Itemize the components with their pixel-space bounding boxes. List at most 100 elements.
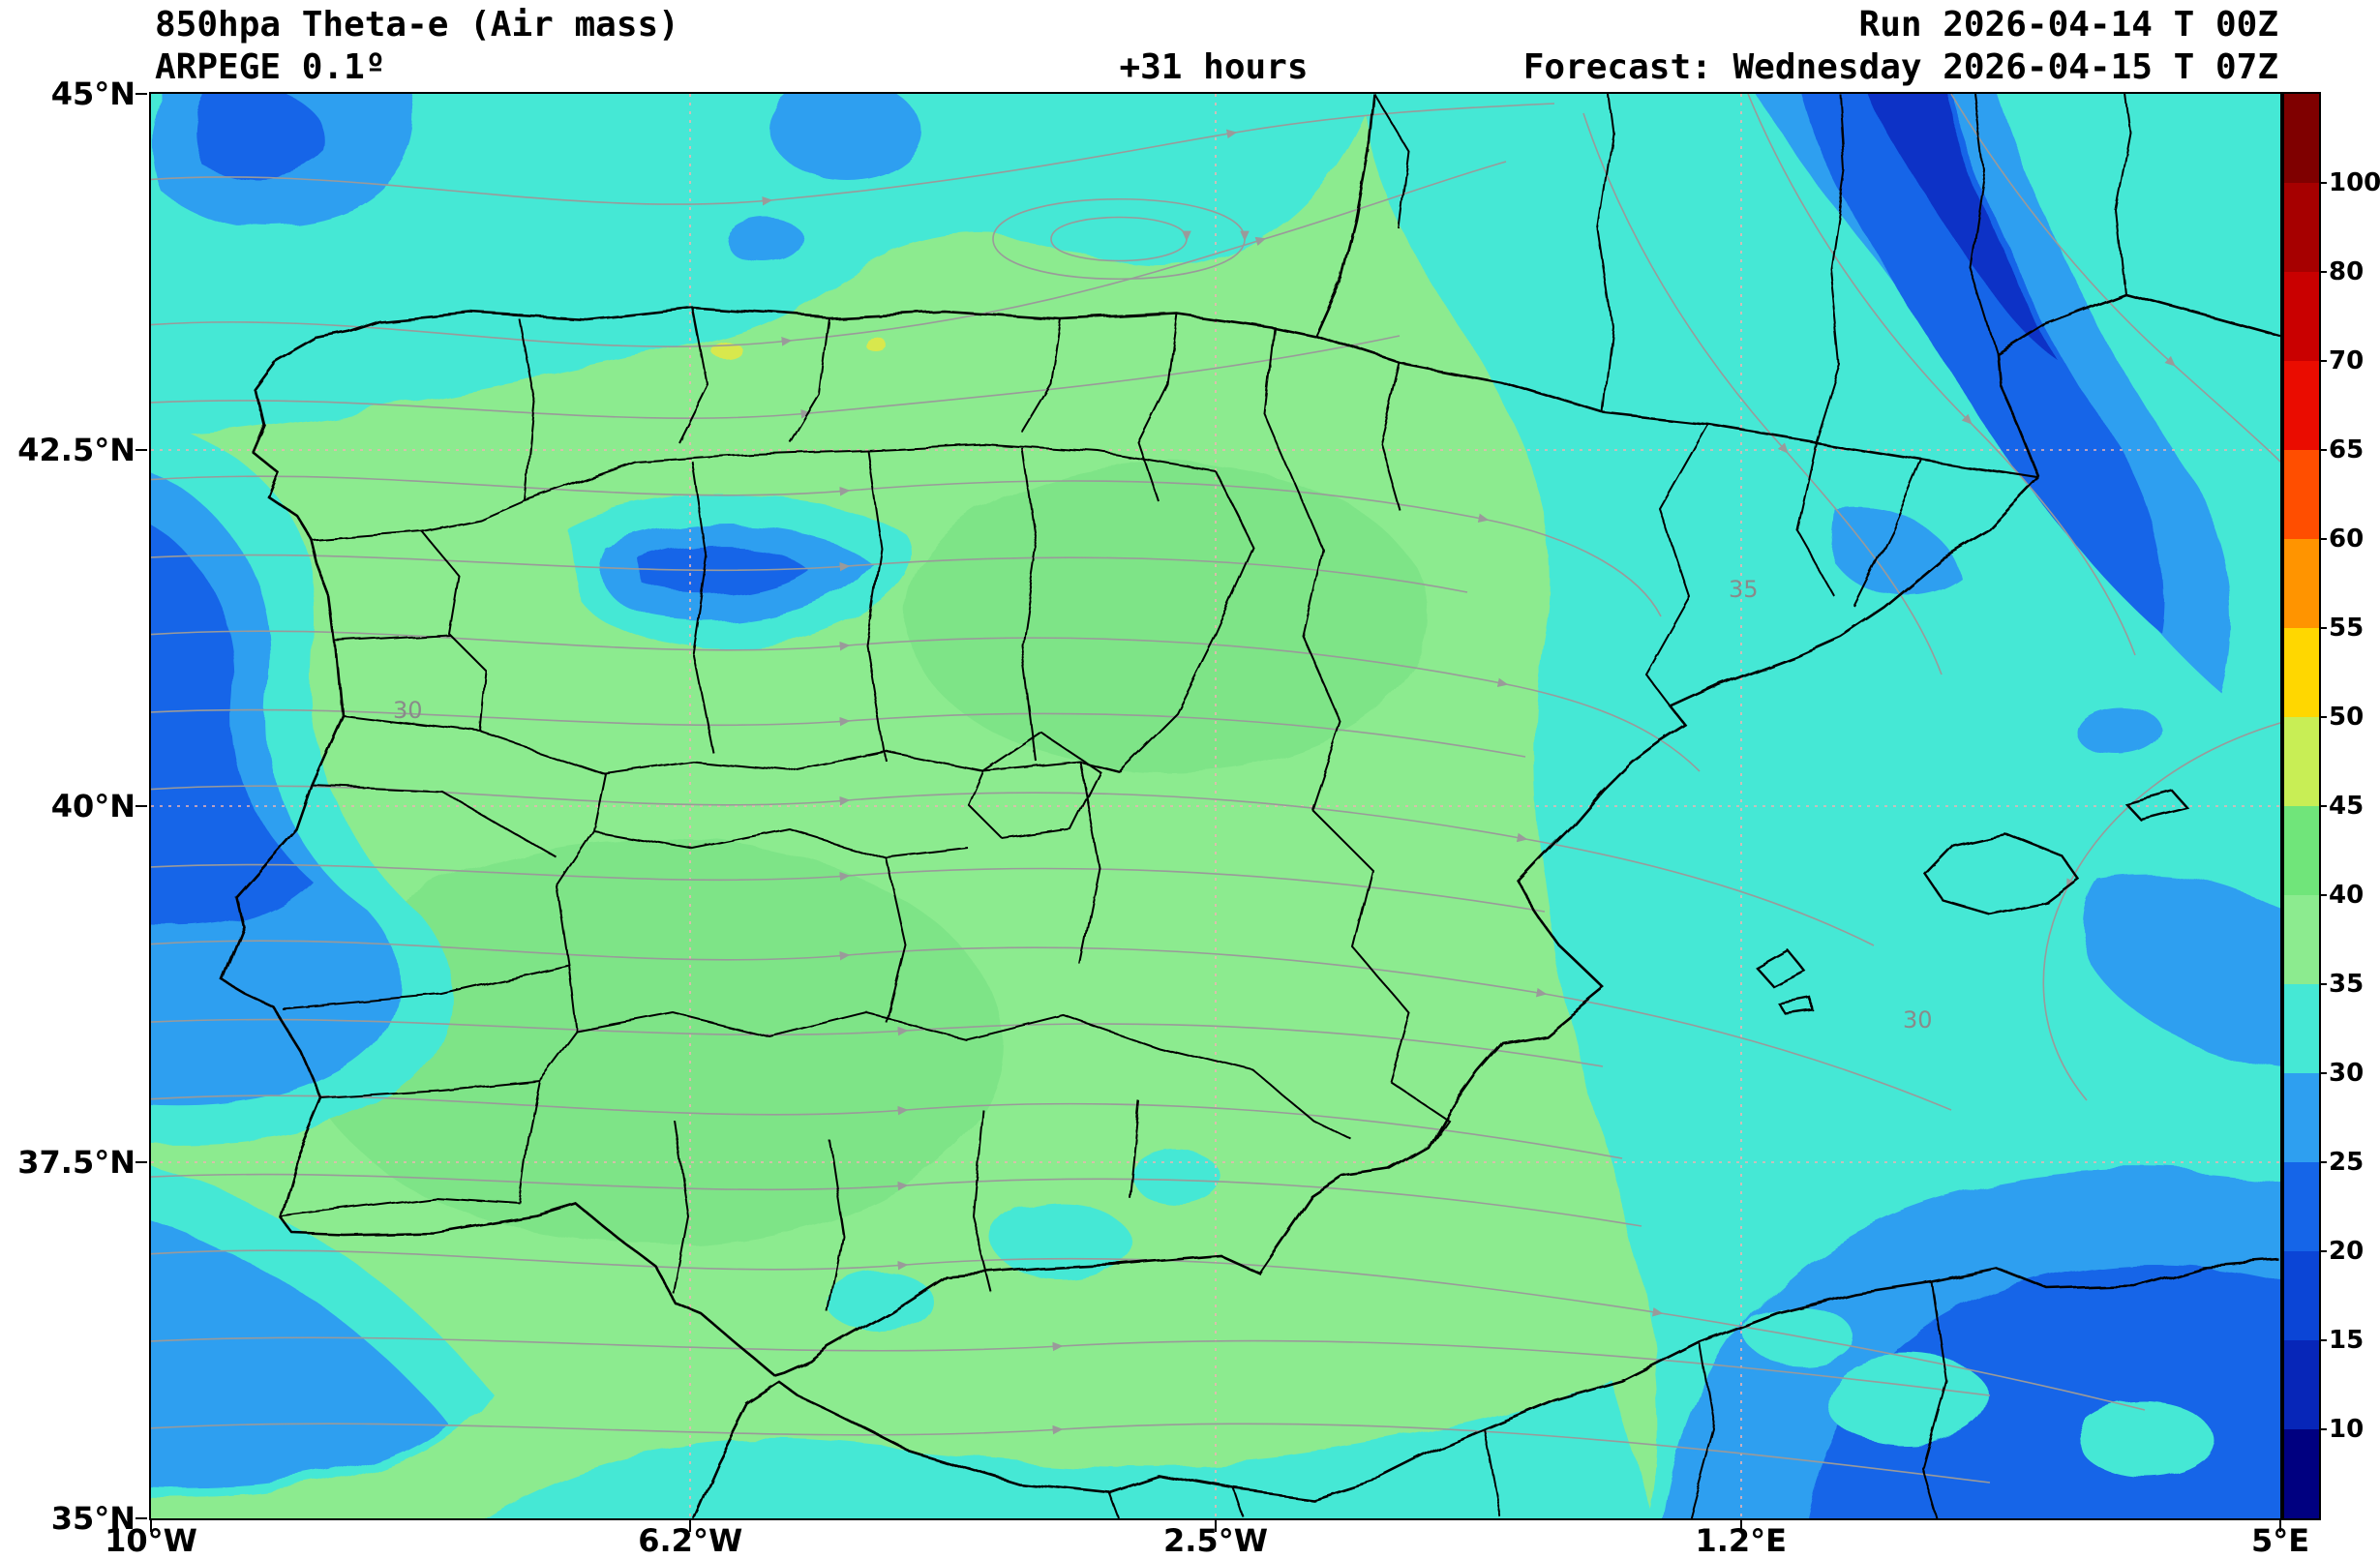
province-border: [1020, 447, 1039, 763]
colorbar-tick-mark: [2319, 716, 2327, 718]
colorbar-segment: [2284, 272, 2319, 361]
y-axis-tick-label: 35°N: [50, 1500, 136, 1537]
axis-tick-mark: [136, 1161, 147, 1163]
province-border: [593, 827, 970, 860]
colorbar-tick-label: 60: [2329, 525, 2365, 554]
island-outline: [1777, 996, 1814, 1015]
province-border: [1021, 318, 1062, 434]
colorbar-tick-mark: [2319, 271, 2327, 273]
colorbar-segment: [2284, 539, 2319, 628]
colorbar-tick-mark: [2319, 449, 2327, 451]
colorbar-segment: [2284, 1340, 2319, 1429]
province-border: [342, 714, 483, 734]
colorbar-tick-label: 100: [2329, 168, 2380, 197]
province-border: [335, 635, 452, 644]
axis-tick-mark: [136, 449, 147, 451]
colorbar-tick-mark: [2319, 538, 2327, 540]
colorbar-tick-mark: [2319, 805, 2327, 807]
contour-label: 30: [393, 697, 423, 724]
colorbar-tick-mark: [2319, 1428, 2327, 1430]
y-axis-tick-label: 37.5°N: [17, 1144, 136, 1181]
province-border: [678, 307, 709, 443]
colorbar-segment: [2284, 1429, 2319, 1518]
colorbar-tick-label: 45: [2329, 792, 2365, 821]
contour-value-labels: 30 35 30: [393, 576, 1933, 1034]
province-border: [1373, 94, 1411, 230]
forecast-label: Forecast: Wednesday 2026-04-15 T 07Z: [1522, 47, 2278, 87]
province-border: [1853, 459, 1923, 608]
province-border: [1815, 94, 1847, 443]
model-label: ARPEGE 0.1º: [155, 47, 386, 87]
island-outline: [1923, 831, 2081, 916]
weather-map: 30 35 30: [151, 94, 2280, 1518]
colorbar-tick-label: 35: [2329, 970, 2365, 999]
axis-tick-mark: [150, 1520, 152, 1532]
colorbar-tick-label: 15: [2329, 1326, 2365, 1355]
axis-tick-mark: [136, 805, 147, 807]
province-border: [1794, 441, 1836, 598]
province-border: [1920, 1281, 1948, 1518]
province-border: [1644, 424, 1710, 707]
colorbar-tick-label: 20: [2329, 1237, 2365, 1266]
province-border: [1262, 326, 1294, 482]
colorbar-segment: [2284, 183, 2319, 272]
run-label: Run 2026-04-14 T 00Z: [1858, 5, 2278, 45]
province-border: [1969, 94, 1998, 354]
colorbar-tick-label: 80: [2329, 257, 2365, 286]
colorbar-segment: [2284, 628, 2319, 717]
axis-tick-mark: [689, 1520, 692, 1532]
province-border: [886, 857, 908, 1024]
colorbar-tick-mark: [2319, 360, 2327, 362]
colorbar-tick-label: 10: [2329, 1415, 2365, 1444]
colorbar-tick-label: 40: [2329, 881, 2365, 910]
chart-title: 850hpa Theta-e (Air mass): [155, 5, 679, 45]
colorbar-segment: [2284, 361, 2319, 450]
axis-tick-mark: [1215, 1520, 1217, 1532]
lead-time-label: +31 hours: [1119, 47, 1309, 87]
country-border: [311, 529, 608, 1204]
island-outline: [2123, 789, 2190, 822]
contour-label: 35: [1729, 576, 1759, 603]
province-border: [1234, 1488, 1246, 1518]
axis-tick-mark: [136, 93, 147, 95]
axis-tick-mark: [136, 1517, 147, 1519]
province-border: [1128, 1099, 1139, 1198]
map-plot-area: 30 35 30: [149, 92, 2282, 1520]
y-axis-tick-label: 45°N: [50, 75, 136, 112]
colorbar-tick-mark: [2319, 1072, 2327, 1074]
colorbar-segment: [2284, 806, 2319, 895]
contour-label: 30: [1903, 1006, 1933, 1034]
coastline: [220, 306, 2040, 1378]
colorbar-tick-label: 70: [2329, 346, 2365, 375]
province-border: [1079, 761, 1101, 966]
colorbar-segment: [2284, 1073, 2319, 1162]
province-border: [1292, 480, 1343, 811]
province-border: [311, 784, 558, 859]
colorbar-segment: [2284, 1162, 2319, 1251]
coastline: [1313, 94, 1376, 337]
colorbar-tick-label: 25: [2329, 1148, 2365, 1177]
colorbar: [2282, 92, 2321, 1520]
colorbar-tick-mark: [2319, 1161, 2327, 1163]
province-border: [1378, 362, 1401, 511]
axis-tick-mark: [2279, 1520, 2281, 1532]
colorbar-segment: [2284, 895, 2319, 984]
province-border: [1136, 313, 1178, 501]
province-border: [1108, 1491, 1120, 1518]
province-border: [967, 731, 1101, 841]
y-axis-tick-label: 42.5°N: [17, 432, 136, 468]
province-border: [1596, 94, 1614, 414]
island-outline: [1754, 947, 1806, 988]
colorbar-tick-mark: [2319, 894, 2327, 896]
coastline: [1995, 291, 2280, 479]
axis-tick-mark: [1739, 1520, 1742, 1532]
colorbar-segment: [2284, 1251, 2319, 1340]
province-border: [1689, 1341, 1716, 1518]
province-border: [2114, 94, 2132, 294]
colorbar-tick-label: 55: [2329, 614, 2365, 643]
colorbar-tick-mark: [2319, 983, 2327, 985]
province-border: [1484, 1428, 1502, 1518]
country-border: [1314, 334, 2040, 480]
colorbar-tick-label: 50: [2329, 703, 2365, 732]
colorbar-segment: [2284, 94, 2319, 183]
